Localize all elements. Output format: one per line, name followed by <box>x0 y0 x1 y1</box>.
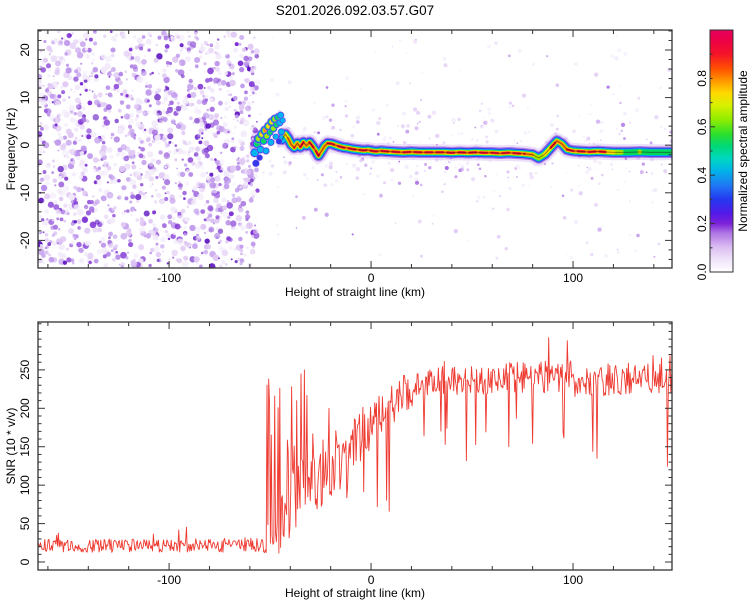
snr-plot <box>38 337 672 554</box>
y-tick-label: 200 <box>18 398 32 418</box>
y-tick-label: 20 <box>18 43 32 57</box>
colorbar-label: Normalized spectral amplitude <box>736 70 750 232</box>
colorbar-tick-label: 0.8 <box>695 70 709 87</box>
x-tick-label: 0 <box>368 271 375 285</box>
y-tick-label: -10 <box>18 184 32 202</box>
y-tick-label: 100 <box>18 475 32 495</box>
y-tick-label: 250 <box>18 360 32 380</box>
y-tick-label: -20 <box>18 231 32 249</box>
bottom-xaxis-label: Height of straight line (km) <box>285 586 425 600</box>
x-tick-label: -100 <box>157 271 181 285</box>
dense-noise-speckles <box>38 30 261 268</box>
colorbar-tick-label: 0.0 <box>695 263 709 280</box>
snr-series <box>38 337 672 554</box>
y-tick-label: 0 <box>18 558 32 565</box>
colorbar-tick-label: 0.6 <box>695 118 709 135</box>
signal-onset-cluster <box>249 111 287 168</box>
axes-frames-and-ticks <box>37 29 673 571</box>
spectrogram-plot <box>38 30 672 268</box>
x-tick-label: 100 <box>563 573 583 587</box>
colorbar-tick-label: 0.4 <box>695 167 709 184</box>
signal-band <box>274 126 672 166</box>
bottom-yaxis-label: SNR (10 * v/v) <box>4 408 18 485</box>
x-tick-label: -100 <box>157 573 181 587</box>
x-tick-label: 0 <box>368 573 375 587</box>
colorbar-tick-label: 0.2 <box>695 215 709 232</box>
figure-title: S201.2026.092.03.57.G07 <box>276 3 434 18</box>
y-tick-label: 10 <box>18 91 32 105</box>
top-xaxis-label: Height of straight line (km) <box>285 285 425 299</box>
x-tick-label: 100 <box>563 271 583 285</box>
y-tick-label: 0 <box>18 142 32 149</box>
colorbar <box>709 29 734 273</box>
y-tick-label: 50 <box>18 517 32 531</box>
top-yaxis-label: Frequency (Hz) <box>4 108 18 191</box>
y-tick-label: 150 <box>18 436 32 456</box>
